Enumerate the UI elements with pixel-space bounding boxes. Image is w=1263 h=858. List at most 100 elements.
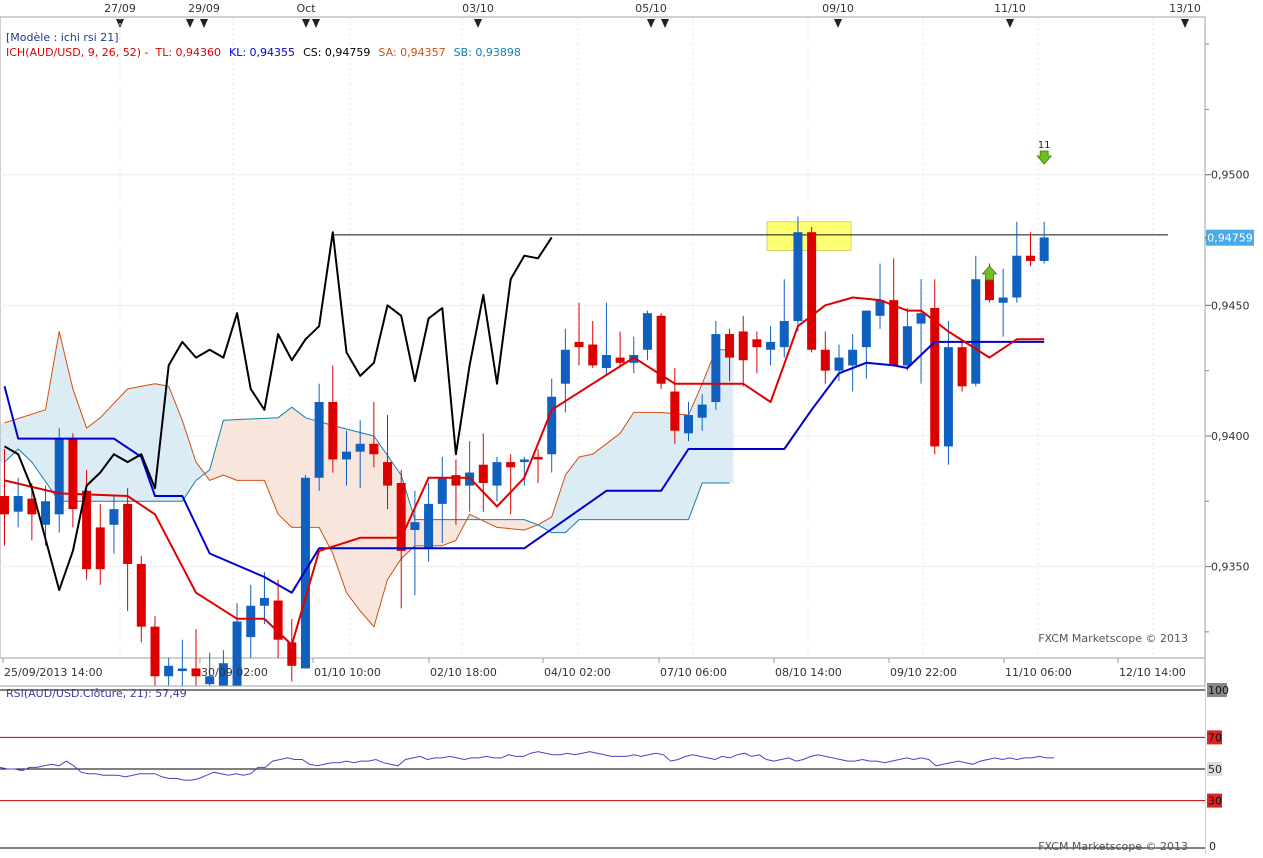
top-date-label: 05/10 — [635, 2, 667, 15]
bullish-candle — [834, 357, 844, 371]
bullish-candle — [259, 597, 269, 606]
bullish-candle — [861, 310, 871, 348]
bullish-candle — [218, 663, 228, 687]
bearish-candle — [930, 307, 940, 447]
y-tick-label: 0,9500 — [1211, 169, 1250, 182]
bearish-candle — [191, 668, 201, 677]
bottom-time-label: 04/10 02:00 — [544, 666, 611, 679]
indicator-value: SB: 0,93898 — [454, 46, 521, 59]
bullish-candle — [300, 477, 310, 669]
bullish-candle — [519, 459, 529, 463]
rsi-title: RSI(AUD/USD.Clôture, 21): 57,49 — [6, 687, 187, 700]
bullish-candle — [437, 477, 447, 504]
bearish-candle — [383, 462, 393, 486]
bearish-candle — [889, 300, 899, 366]
bullish-candle — [601, 354, 611, 369]
bullish-candle — [205, 676, 215, 685]
rsi-level-tag — [1207, 762, 1222, 776]
rsi-y-label: 30 — [1208, 795, 1222, 808]
bearish-cloud — [205, 407, 468, 627]
rsi-level-tag — [1207, 730, 1222, 745]
top-date-marker — [312, 19, 320, 28]
rsi-level-tag — [1207, 683, 1227, 697]
rsi-y-label: 0 — [1209, 840, 1216, 853]
bearish-candle — [752, 339, 762, 348]
bullish-candle — [875, 300, 885, 316]
top-date-marker — [834, 19, 842, 28]
top-date-label: Oct — [296, 2, 316, 15]
bearish-candle — [807, 232, 817, 350]
bullish-candle — [684, 415, 693, 434]
bearish-candle — [68, 438, 78, 510]
buy-signal-arrow-icon — [981, 265, 998, 281]
bullish-candle — [779, 321, 789, 348]
top-date-label: 03/10 — [462, 2, 494, 15]
bearish-candle — [615, 357, 625, 363]
bullish-candle — [848, 349, 858, 366]
bottom-time-label: 01/10 10:00 — [314, 666, 381, 679]
bearish-candle — [588, 344, 598, 366]
bullish-candle — [342, 451, 351, 460]
bearish-candle — [478, 464, 488, 483]
bullish-candle — [109, 509, 119, 525]
signal-count-label: 11 — [1038, 140, 1051, 151]
indicator-value: KL: 0,94355 — [229, 46, 295, 59]
bearish-candle — [150, 626, 160, 677]
sell-signal-arrow-icon — [1036, 150, 1053, 165]
top-date-label: 27/09 — [104, 2, 136, 15]
bearish-cloud — [481, 519, 539, 530]
bearish-candle — [369, 443, 379, 455]
bearish-candle — [984, 279, 994, 301]
bullish-candle — [54, 438, 64, 515]
bearish-candle — [656, 315, 666, 384]
top-date-marker — [1181, 19, 1189, 28]
indicator-value: SA: 0,94357 — [378, 46, 445, 59]
indicator-name: ICH(AUD/USD, 9, 26, 52) - — [6, 46, 149, 59]
rsi-watermark: FXCM Marketscope © 2013 — [1038, 840, 1188, 853]
bullish-candle — [13, 496, 23, 512]
bottom-time-label: 07/10 06:00 — [660, 666, 727, 679]
kijun-sen-line — [3, 340, 1045, 594]
bearish-candle — [725, 334, 735, 358]
bearish-candle — [396, 482, 406, 551]
bullish-candle — [943, 347, 953, 447]
bearish-candle — [95, 527, 105, 570]
bullish-candle — [793, 232, 803, 322]
senkou-span-a-line — [4, 331, 730, 628]
bullish-candle — [642, 313, 652, 350]
bearish-candle — [670, 391, 680, 431]
indicator-value: CS: 0,94759 — [303, 46, 370, 59]
bottom-time-label: 30/09 02:00 — [201, 666, 268, 679]
bullish-candle — [1039, 237, 1049, 261]
bearish-candle — [820, 349, 830, 371]
bullish-candle — [902, 326, 912, 366]
rsi-line — [0, 751, 1054, 781]
y-tick-label: 0,9400 — [1211, 430, 1250, 443]
bullish-candle — [711, 334, 721, 402]
bearish-candle — [123, 503, 133, 564]
top-date-label: 29/09 — [188, 2, 220, 15]
bearish-candle — [1026, 255, 1035, 261]
bearish-candle — [738, 331, 748, 361]
top-date-marker — [200, 19, 208, 28]
last-price-label: 0,94759 — [1207, 232, 1253, 245]
last-price-tag — [1206, 229, 1254, 246]
top-date-marker — [474, 19, 482, 28]
bullish-candle — [697, 404, 707, 418]
top-date-label: 13/10 — [1169, 2, 1201, 15]
model-label: [Modèle : ichi rsi 21] — [6, 31, 119, 44]
bearish-candle — [506, 462, 516, 468]
bottom-time-label: 12/10 14:00 — [1119, 666, 1186, 679]
bullish-candle — [560, 349, 570, 384]
bullish-candle — [424, 503, 434, 549]
bearish-candle — [533, 456, 543, 460]
bullish-candle — [629, 354, 639, 363]
y-tick-label: 0,9350 — [1211, 561, 1250, 574]
chikou-span-line — [4, 231, 553, 592]
bearish-candle — [287, 642, 297, 666]
rsi-y-label: 50 — [1208, 763, 1222, 776]
bottom-time-label: 08/10 14:00 — [775, 666, 842, 679]
bullish-candle — [998, 297, 1008, 303]
